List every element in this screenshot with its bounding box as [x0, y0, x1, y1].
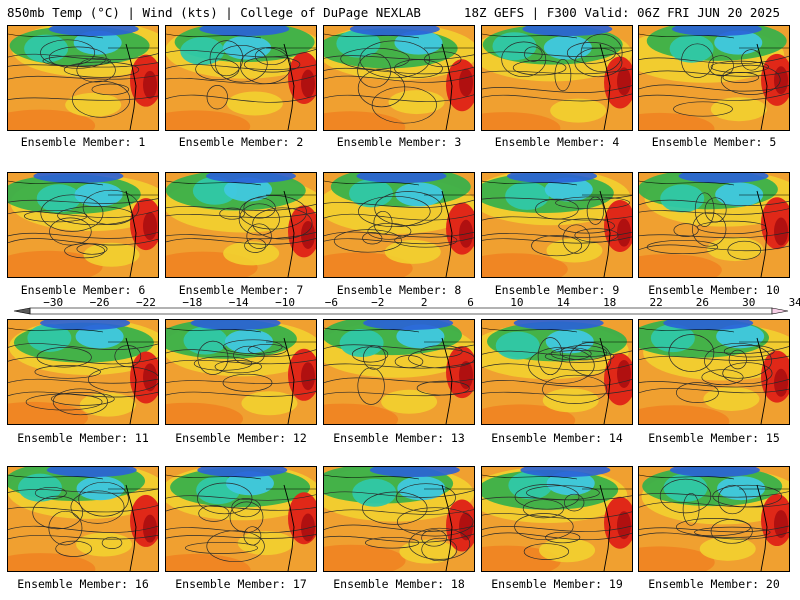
ensemble-map-panel [323, 319, 475, 425]
model-run-valid-time: 18Z GEFS | F300 Valid: 06Z FRI JUN 20 20… [463, 5, 780, 20]
ensemble-map-panel [7, 25, 159, 131]
colorbar-tick-label: −26 [90, 296, 110, 309]
ensemble-map-panel [638, 172, 790, 278]
ensemble-member-label: Ensemble Member: 19 [491, 577, 623, 591]
ensemble-map-panel [323, 466, 475, 572]
colorbar-left-arrow [13, 307, 31, 315]
ensemble-map-panel [165, 466, 317, 572]
ensemble-map-panel [7, 466, 159, 572]
ensemble-map-panel [165, 25, 317, 131]
colorbar-tick-label: −14 [229, 296, 249, 309]
ensemble-member-label: Ensemble Member: 9 [494, 283, 620, 297]
colorbar-tick-label: −18 [182, 296, 202, 309]
ensemble-member-label: Ensemble Member: 11 [17, 431, 149, 445]
ensemble-map-panel [323, 172, 475, 278]
ensemble-map-panel [481, 319, 633, 425]
colorbar-tick-label: 2 [421, 296, 428, 309]
colorbar-tick-label: −22 [136, 296, 156, 309]
ensemble-member-label: Ensemble Member: 6 [20, 283, 146, 297]
ensemble-member-label: Ensemble Member: 13 [333, 431, 465, 445]
header: 850mb Temp (°C) | Wind (kts) | College o… [0, 0, 800, 24]
temperature-colorbar: −30−26−22−18−14−10−6−2261014182226303438… [13, 296, 800, 315]
ensemble-member-label: Ensemble Member: 15 [648, 431, 780, 445]
colorbar-tick-label: 6 [467, 296, 474, 309]
colorbar-tick-label: 14 [557, 296, 571, 309]
ensemble-member-label: Ensemble Member: 12 [175, 431, 307, 445]
ensemble-member-label: Ensemble Member: 10 [648, 283, 780, 297]
ensemble-map-panel [638, 319, 790, 425]
ensemble-map-panel [481, 25, 633, 131]
ensemble-member-label: Ensemble Member: 3 [336, 135, 462, 149]
ensemble-map-panel [481, 172, 633, 278]
ensemble-member-label: Ensemble Member: 2 [178, 135, 304, 149]
ensemble-map-panel [323, 25, 475, 131]
ensemble-member-label: Ensemble Member: 20 [648, 577, 780, 591]
ensemble-member-label: Ensemble Member: 1 [20, 135, 146, 149]
colorbar-tick-label: 22 [649, 296, 662, 309]
ensemble-member-label: Ensemble Member: 17 [175, 577, 307, 591]
colorbar-tick-label: 30 [742, 296, 755, 309]
ensemble-member-label: Ensemble Member: 5 [651, 135, 777, 149]
colorbar-tick-label: 18 [603, 296, 616, 309]
ensemble-map-panel [638, 25, 790, 131]
colorbar-tick-label: 26 [696, 296, 709, 309]
ensemble-map-panel [481, 466, 633, 572]
ensemble-map-panel [165, 172, 317, 278]
ensemble-member-label: Ensemble Member: 16 [17, 577, 149, 591]
colorbar-tick-label: 10 [510, 296, 523, 309]
ensemble-map-panel [7, 172, 159, 278]
ensemble-member-label: Ensemble Member: 7 [178, 283, 304, 297]
ensemble-map-panel [165, 319, 317, 425]
ensemble-map-panel [638, 466, 790, 572]
ensemble-member-label: Ensemble Member: 18 [333, 577, 465, 591]
colorbar-tick-label: −6 [325, 296, 338, 309]
colorbar-tick-label: −30 [43, 296, 63, 309]
ensemble-map-panel [7, 319, 159, 425]
ensemble-member-label: Ensemble Member: 8 [336, 283, 462, 297]
ensemble-member-label: Ensemble Member: 4 [494, 135, 620, 149]
ensemble-member-label: Ensemble Member: 14 [491, 431, 623, 445]
colorbar-tick-label: −10 [275, 296, 295, 309]
colorbar-tick-label: −2 [371, 296, 384, 309]
product-title: 850mb Temp (°C) | Wind (kts) | College o… [7, 5, 421, 20]
colorbar-tick-label: 34 [789, 296, 800, 309]
colorbar-right-arrow [771, 307, 789, 315]
